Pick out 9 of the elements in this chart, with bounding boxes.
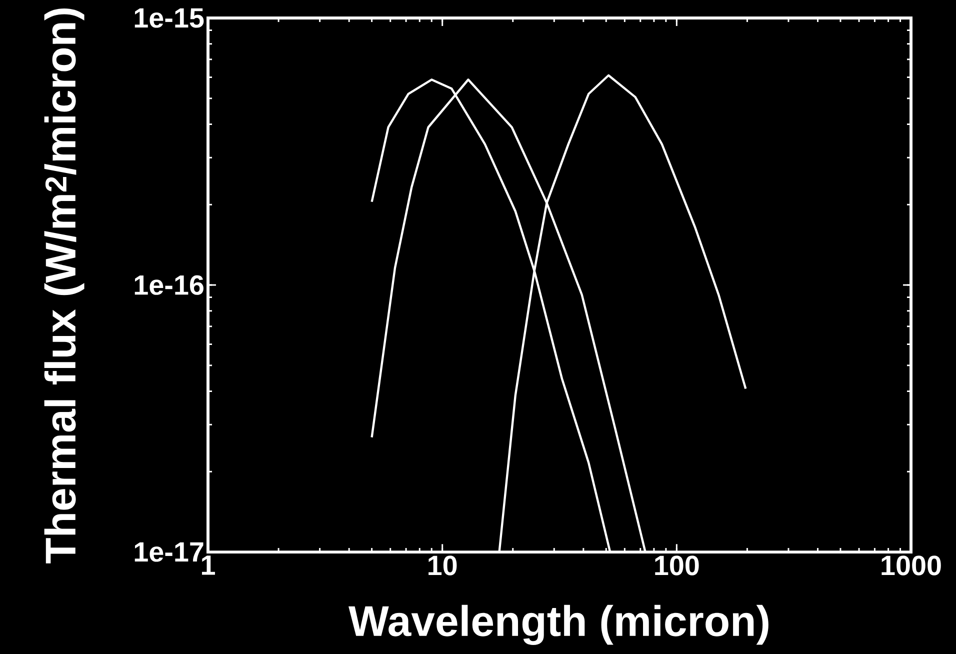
x-tick-label: 1000 <box>882 556 941 576</box>
y-tick-label: 1e-17 <box>134 542 204 562</box>
x-tick-label: 100 <box>655 556 699 576</box>
y-tick-label: 1e-16 <box>134 275 204 295</box>
x-tick-label: 10 <box>428 556 457 576</box>
x-tick-label: 1 <box>202 556 215 575</box>
y-tick-label: 1e-15 <box>134 8 204 28</box>
y-axis-title: Thermal flux (W/m$^{2}$/micron) <box>44 8 84 564</box>
x-axis-title: Wavelength (micron) <box>348 604 768 645</box>
